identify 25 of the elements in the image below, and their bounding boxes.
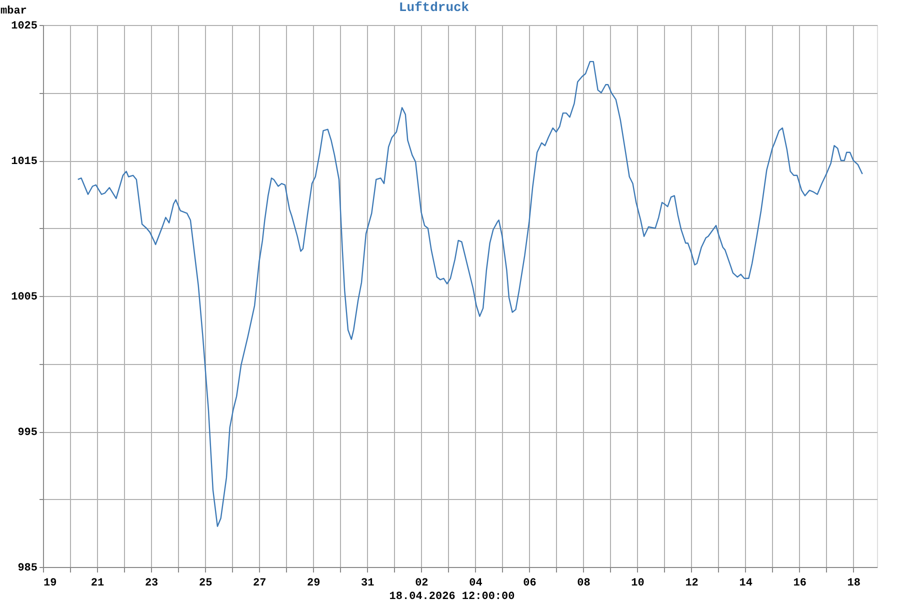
chart-title: Luftdruck [398, 0, 470, 15]
x-tick-label: 08 [577, 578, 591, 590]
y-tick-label: 995 [18, 427, 38, 439]
x-tick-label: 10 [631, 578, 644, 590]
x-tick-label: 14 [739, 578, 753, 590]
y-axis-title: mbar [0, 6, 27, 18]
x-tick-label: 06 [523, 578, 536, 590]
x-tick-label: 25 [198, 578, 213, 590]
x-tick-label: 04 [469, 578, 483, 590]
y-tick-label: 1015 [11, 156, 38, 168]
x-tick-label: 27 [252, 578, 266, 590]
line-series [77, 60, 863, 527]
y-tick-label: 985 [18, 562, 38, 574]
x-tick-label: 31 [361, 578, 375, 590]
text: 18.04.2026 12:00:00 [389, 591, 515, 600]
x-tick-label: 18 [847, 578, 861, 590]
x-tick-label: 29 [307, 578, 320, 590]
x-tick-label: 02 [415, 578, 428, 590]
x-tick-label: 21 [90, 578, 105, 590]
x-tick-label: 16 [793, 578, 806, 590]
y-tick-label: 1005 [11, 292, 38, 304]
x-tick-label: 12 [685, 578, 698, 590]
y-tick-label: 1025 [11, 20, 38, 32]
x-tick-label: 23 [144, 578, 159, 590]
x-tick-label: 19 [44, 578, 57, 590]
